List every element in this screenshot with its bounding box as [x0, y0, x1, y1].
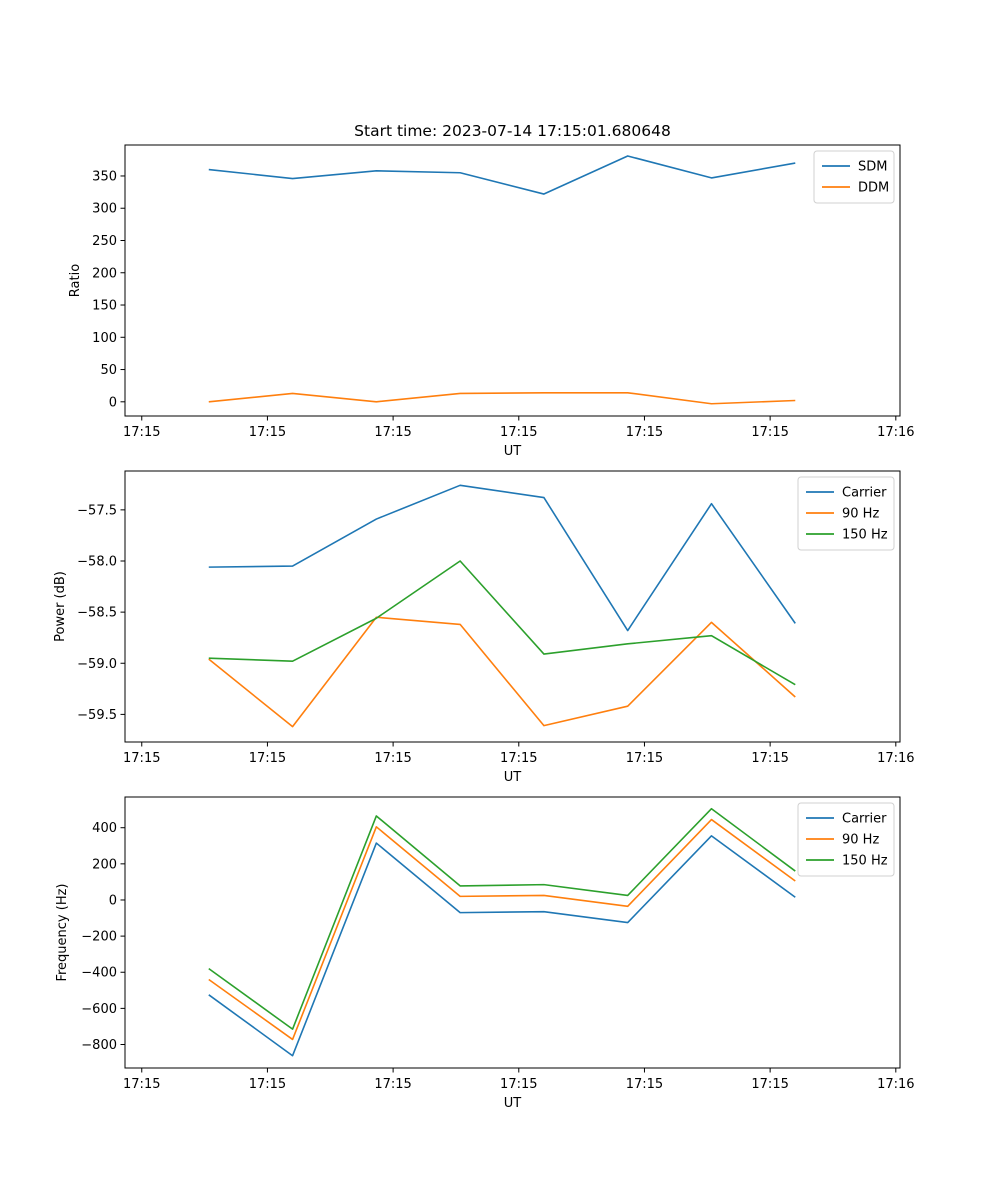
frequency-legend-box	[797, 802, 895, 877]
power-legend-label-90-hz: 90 Hz	[842, 507, 879, 522]
ratio-y-tick-label: 200	[92, 266, 117, 281]
frequency-y-ticks: −800 −600 −400 −200 0 200 400	[81, 821, 125, 1053]
ratio-y-tick-label: 350	[92, 169, 117, 184]
frequency-series-line-carrier	[208, 835, 796, 1057]
frequency-x-tick-label: 17:16	[877, 1077, 914, 1092]
power-lines	[208, 484, 796, 728]
ratio-series-line-ddm	[208, 391, 796, 405]
ratio-series-line-sdm	[208, 155, 796, 195]
frequency-y-tick-label: 200	[92, 857, 117, 872]
power-x-tick-label: 17:16	[877, 751, 914, 766]
power-x-axis-label: UT	[504, 770, 522, 785]
power-y-axis-label: Power (dB)	[53, 571, 68, 642]
power-series-line-150-hz	[208, 560, 796, 686]
frequency-legend-label-90-hz: 90 Hz	[842, 833, 879, 848]
power-x-tick-label: 17:15	[500, 751, 537, 766]
frequency-x-tick-label: 17:15	[123, 1077, 160, 1092]
frequency-series-line-90-hz	[208, 818, 796, 1041]
frequency-series-line-150-hz	[208, 807, 796, 1030]
power-legend-box	[797, 476, 895, 551]
frequency-legend-label-carrier: Carrier	[842, 812, 887, 827]
power-series-line-carrier	[208, 484, 796, 632]
power-x-tick-label: 17:15	[626, 751, 663, 766]
frequency-axes-frame	[124, 796, 901, 1069]
ratio-y-tick-label: 300	[92, 202, 117, 217]
power-y-ticks: −59.5 −59.0 −58.5 −58.0 −57.5	[77, 503, 125, 723]
ratio-y-tick-label: 0	[109, 395, 117, 410]
power-x-tick-label: 17:15	[751, 751, 788, 766]
ratio-y-tick-label: 150	[92, 299, 117, 314]
ratio-legend: SDM DDM	[813, 150, 895, 204]
ratio-legend-label-sdm: SDM	[858, 160, 887, 175]
frequency-y-tick-label: −600	[81, 1002, 117, 1017]
ratio-x-tick-label: 17:15	[123, 425, 160, 440]
ratio-y-ticks: 0 50 100 150 200 250 300 350	[92, 169, 125, 410]
ratio-x-tick-label: 17:15	[500, 425, 537, 440]
power-y-tick-label: −58.0	[77, 554, 117, 569]
frequency-x-tick-label: 17:15	[374, 1077, 411, 1092]
ratio-lines	[208, 155, 796, 405]
power-x-tick-label: 17:15	[374, 751, 411, 766]
frequency-legend-label-150-hz: 150 Hz	[842, 854, 888, 869]
ratio-x-tick-label: 17:15	[626, 425, 663, 440]
power-y-tick-label: −57.5	[77, 503, 117, 518]
power-x-tick-label: 17:15	[123, 751, 160, 766]
power-panel: 17:15 17:15 17:15 17:15 17:15 17:15 17:16 −59.…	[53, 470, 915, 785]
ratio-axes-frame	[124, 144, 901, 417]
ratio-x-tick-label: 17:15	[249, 425, 286, 440]
frequency-y-tick-label: 400	[92, 821, 117, 836]
frequency-panel: 17:15 17:15 17:15 17:15 17:15 17:15 17:16 −800…	[55, 796, 915, 1111]
frequency-y-tick-label: 0	[109, 893, 117, 908]
power-y-tick-label: −59.5	[77, 708, 117, 723]
power-y-tick-label: −58.5	[77, 606, 117, 621]
ratio-y-tick-label: 50	[100, 363, 117, 378]
ratio-x-tick-label: 17:16	[877, 425, 914, 440]
ratio-legend-label-ddm: DDM	[858, 181, 889, 196]
frequency-y-tick-label: −400	[81, 966, 117, 981]
frequency-y-axis-label: Frequency (Hz)	[55, 883, 70, 981]
frequency-x-tick-label: 17:15	[626, 1077, 663, 1092]
power-legend-label-150-hz: 150 Hz	[842, 528, 888, 543]
ratio-y-tick-label: 100	[92, 331, 117, 346]
power-y-tick-label: −59.0	[77, 657, 117, 672]
frequency-x-tick-label: 17:15	[249, 1077, 286, 1092]
frequency-lines	[208, 807, 796, 1057]
frequency-x-tick-label: 17:15	[500, 1077, 537, 1092]
ratio-panel: Start time: 2023-07-14 17:15:01.680648 1…	[68, 122, 915, 459]
frequency-x-axis-label: UT	[504, 1096, 522, 1111]
power-axes-frame	[124, 470, 901, 743]
ratio-y-axis-label: Ratio	[68, 264, 83, 297]
ratio-x-axis-label: UT	[504, 444, 522, 459]
ratio-legend-box	[813, 150, 895, 204]
power-x-tick-label: 17:15	[249, 751, 286, 766]
power-legend-label-carrier: Carrier	[842, 486, 887, 501]
frequency-y-tick-label: −200	[81, 930, 117, 945]
ratio-x-tick-label: 17:15	[751, 425, 788, 440]
frequency-y-tick-label: −800	[81, 1038, 117, 1053]
ratio-x-ticks: 17:15 17:15 17:15 17:15 17:15 17:15 17:16	[123, 416, 915, 440]
frequency-x-tick-label: 17:15	[751, 1077, 788, 1092]
power-x-ticks: 17:15 17:15 17:15 17:15 17:15 17:15 17:16	[123, 742, 915, 766]
frequency-legend: Carrier 90 Hz 150 Hz	[797, 802, 895, 877]
ratio-y-tick-label: 250	[92, 234, 117, 249]
ratio-x-tick-label: 17:15	[374, 425, 411, 440]
frequency-x-ticks: 17:15 17:15 17:15 17:15 17:15 17:15 17:16	[123, 1068, 915, 1092]
chart-title: Start time: 2023-07-14 17:15:01.680648	[354, 122, 671, 140]
power-legend: Carrier 90 Hz 150 Hz	[797, 476, 895, 551]
